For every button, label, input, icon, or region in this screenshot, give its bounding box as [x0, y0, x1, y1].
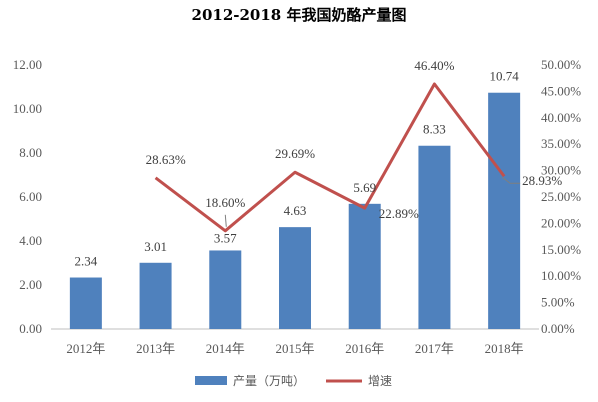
y-right-tick-label: 30.00% — [541, 163, 581, 178]
bar-data-label: 4.63 — [284, 203, 307, 218]
legend-swatch-bar — [195, 376, 227, 385]
bar-data-label: 3.01 — [144, 239, 167, 254]
bar — [418, 145, 451, 329]
y-left-tick-label: 0.00 — [19, 321, 42, 336]
y-left-tick-label: 6.00 — [19, 189, 42, 204]
y-right-tick-label: 35.00% — [541, 136, 581, 151]
bar — [139, 262, 172, 329]
y-right-tick-label: 20.00% — [541, 215, 581, 230]
x-tick-label: 2015年 — [275, 341, 314, 356]
y-right-tick-label: 15.00% — [541, 242, 581, 257]
bar-data-label: 8.33 — [423, 122, 446, 137]
y-right-tick-label: 50.00% — [541, 57, 581, 72]
line-data-label: 29.69% — [275, 146, 315, 161]
x-tick-label: 2014年 — [206, 341, 245, 356]
x-tick-label: 2018年 — [485, 341, 524, 356]
line-data-label: 28.93% — [522, 173, 562, 188]
bar-data-label: 5.69 — [353, 180, 376, 195]
line-data-label: 22.89% — [379, 206, 419, 221]
y-right-tick-label: 25.00% — [541, 189, 581, 204]
leader-line — [224, 214, 227, 227]
y-left-tick-label: 12.00 — [13, 57, 42, 72]
y-right-tick-label: 5.00% — [541, 295, 575, 310]
y-left-tick-label: 8.00 — [19, 145, 42, 160]
growth-line — [154, 82, 506, 233]
y-right-tick-label: 45.00% — [541, 83, 581, 98]
bar — [69, 277, 102, 329]
bar — [209, 250, 242, 329]
y-left-tick-label: 10.00 — [13, 101, 42, 116]
x-tick-label: 2017年 — [415, 341, 454, 356]
y-left-tick-label: 2.00 — [19, 277, 42, 292]
bar-data-label: 3.57 — [214, 230, 237, 245]
y-left-tick-label: 4.00 — [19, 233, 42, 248]
x-tick-label: 2012年 — [66, 341, 105, 356]
legend-label-output: 产量（万吨） — [233, 374, 305, 388]
y-right-tick-label: 40.00% — [541, 110, 581, 125]
x-tick-label: 2013年 — [136, 341, 175, 356]
bar — [348, 203, 381, 329]
line-data-label: 18.60% — [205, 195, 245, 210]
bar — [488, 92, 521, 329]
bar — [279, 227, 311, 329]
x-tick-label: 2016年 — [345, 341, 384, 356]
leader-line — [501, 176, 521, 184]
legend-label-growth: 增速 — [368, 374, 392, 388]
bar-data-label: 10.74 — [490, 69, 520, 84]
line-data-label: 46.40% — [414, 58, 454, 73]
bar-data-label: 2.34 — [74, 254, 97, 269]
y-right-tick-label: 0.00% — [541, 321, 575, 336]
y-right-tick-label: 10.00% — [541, 268, 581, 283]
chart-title: 2012-2018 年我国奶酪产量图 — [191, 6, 407, 24]
line-data-label: 28.63% — [146, 152, 186, 167]
